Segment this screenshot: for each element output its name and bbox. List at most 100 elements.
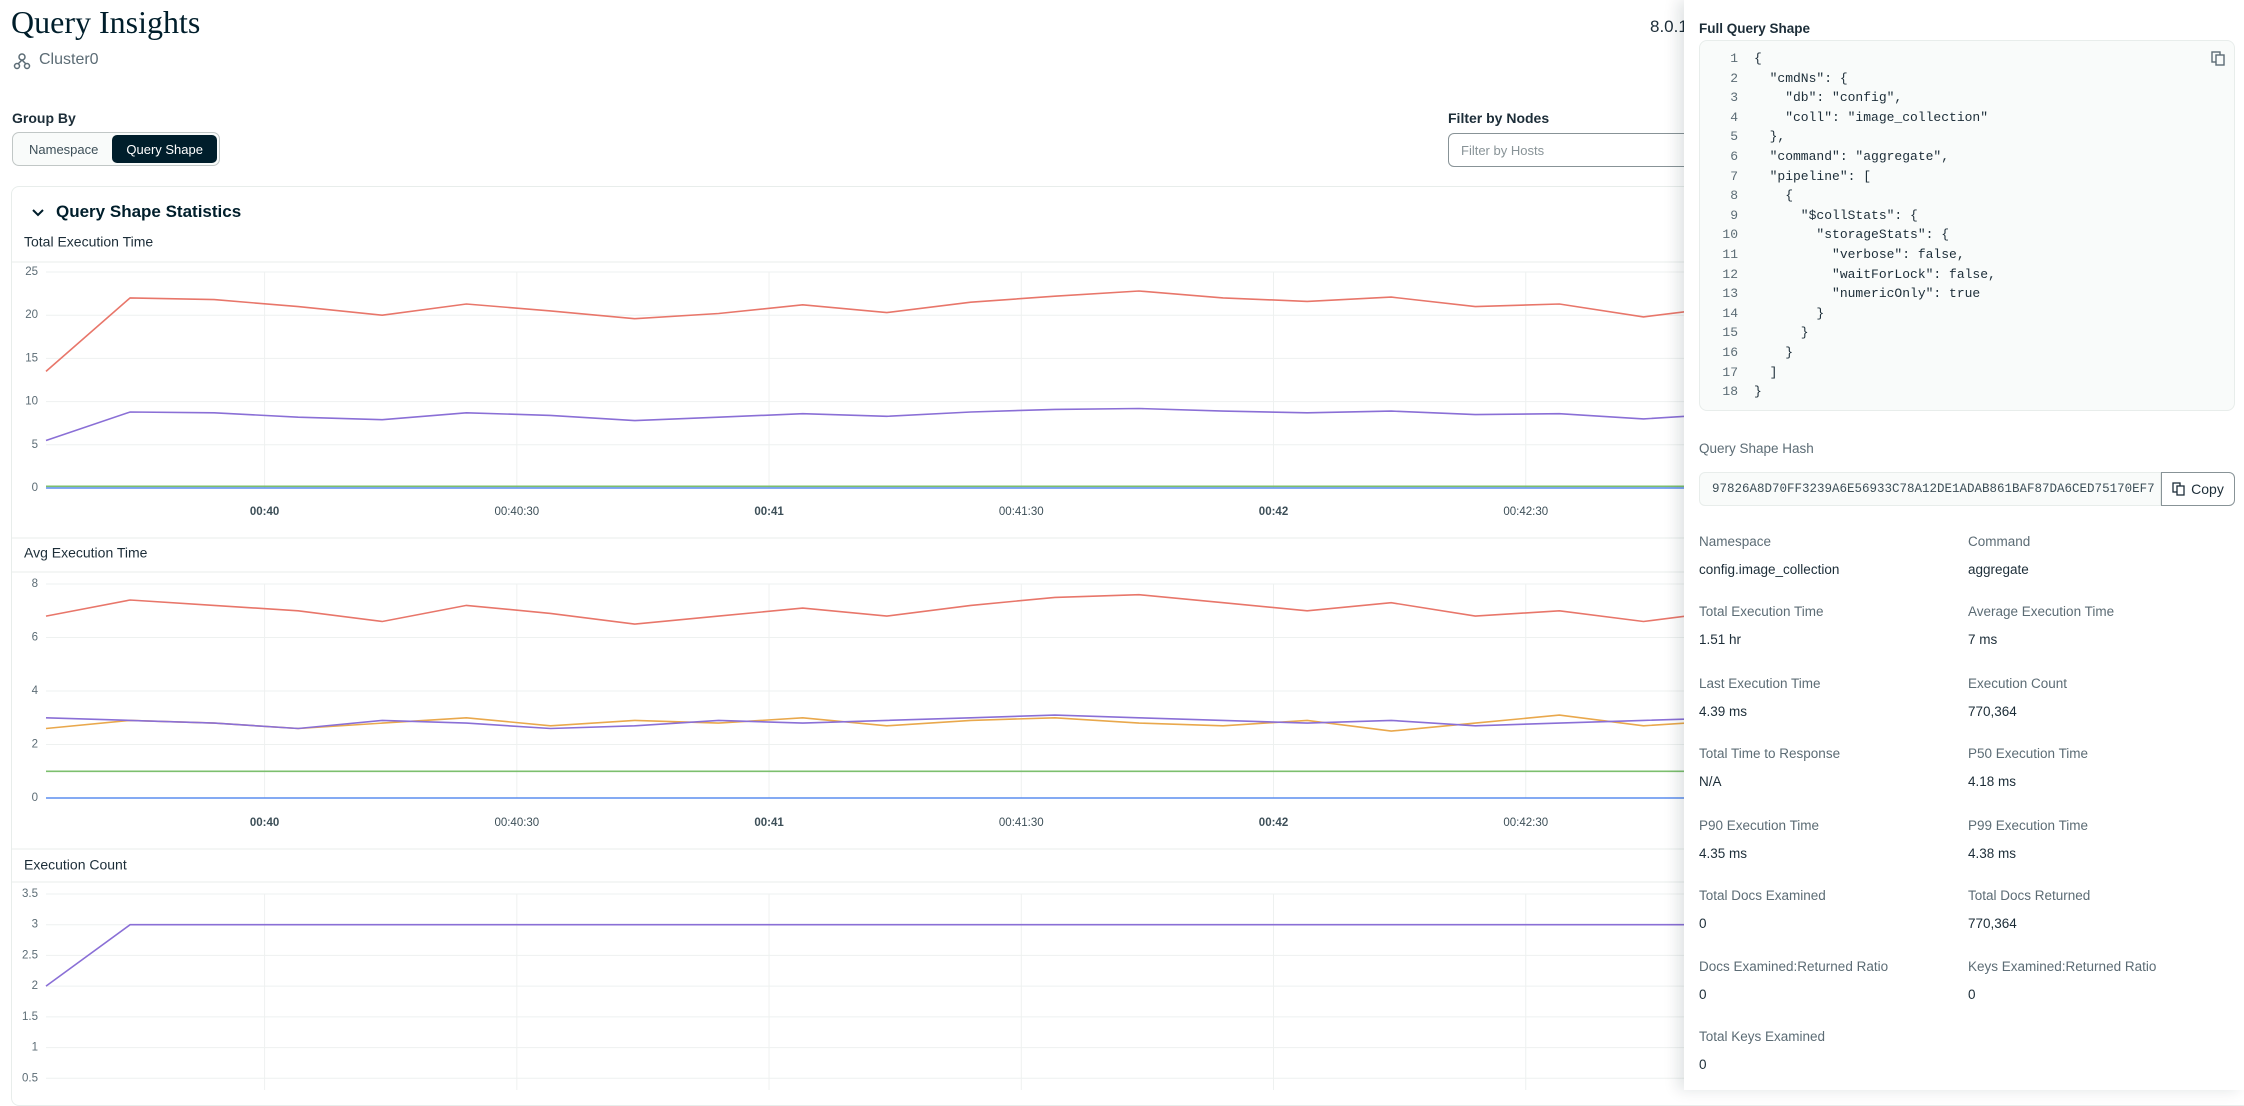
line-number: 15 [1722,325,1738,341]
line-number: 8 [1730,188,1738,204]
y-tick-label: 15 [25,352,38,364]
side-panel: Full Query Shape 1{2 "cmdNs": {3 "db": "… [1684,0,2244,1090]
y-tick-label: 1.5 [22,1011,38,1023]
x-tick-label: 00:41:30 [999,506,1044,518]
y-tick-label: 2 [32,739,38,751]
field-value: 0 [1699,987,1707,1002]
code-line: 15 } [1700,323,2234,343]
code-line: 12 "waitForLock": false, [1700,265,2234,285]
field-label: Total Docs Examined [1699,888,1826,903]
field-label: P90 Execution Time [1699,818,1820,833]
toggle-option[interactable]: Query Shape [112,135,217,163]
copy-code-icon[interactable] [2210,50,2226,66]
field-label: Total Docs Returned [1968,888,2091,903]
y-tick-label: 10 [25,396,38,408]
field-value: N/A [1699,774,1722,789]
x-tick-label: 00:42:30 [1503,817,1548,829]
field-label: Namespace [1699,534,1772,549]
line-number: 5 [1730,129,1738,145]
code-line: 18} [1700,382,2234,402]
code-text: "coll": "image_collection" [1754,109,1989,125]
y-tick-label: 3.5 [22,888,38,900]
y-tick-label: 25 [25,266,38,278]
code-line: 13 "numericOnly": true [1700,284,2234,304]
x-tick-label: 00:42 [1259,506,1288,518]
x-tick-label: 00:42:30 [1503,506,1548,518]
code-text: "db": "config", [1754,90,1903,106]
field-label: P99 Execution Time [1968,818,2089,833]
line-number: 6 [1730,148,1738,164]
code-line: 3 "db": "config", [1700,88,2234,108]
code-line: 10 "storageStats": { [1700,225,2234,245]
x-tick-label: 00:41 [754,506,784,518]
copy-button[interactable]: Copy [2161,472,2235,506]
field-value: 0 [1968,987,1976,1002]
field-value: 770,364 [1968,704,2017,719]
code-text: "cmdNs": { [1754,70,1848,86]
y-tick-label: 0 [32,792,38,804]
code-line: 11 "verbose": false, [1700,245,2234,265]
field-value: 4.35 ms [1699,846,1748,861]
code-line: 17 ] [1700,363,2234,383]
field-label: Docs Examined:Returned Ratio [1699,959,1889,974]
code-line: 6 "command": "aggregate", [1700,147,2234,167]
code-line: 8 { [1700,186,2234,206]
page-title: Query Insights [11,4,201,40]
code-line: 4 "coll": "image_collection" [1700,108,2234,128]
y-tick-label: 6 [32,632,38,644]
code-text: { [1754,188,1794,204]
y-tick-label: 4 [32,685,39,697]
field-value: 770,364 [1968,916,2017,931]
hash-value: 97826A8D70FF3239A6E56933C78A12DE1ADAB861… [1699,472,2161,506]
line-number: 12 [1722,266,1738,282]
y-tick-label: 2.5 [22,949,38,961]
x-tick-label: 00:41 [754,817,784,829]
code-text: } [1754,305,1825,321]
line-number: 7 [1730,168,1738,184]
field-label: Total Execution Time [1699,604,1824,619]
field-value: config.image_collection [1699,562,1840,577]
chart-title: Total Execution Time [24,234,153,250]
line-number: 11 [1722,246,1738,262]
code-line: 16 } [1700,343,2234,363]
cluster-icon [13,53,31,70]
x-tick-label: 00:40:30 [494,817,539,829]
chevron-icon[interactable] [30,205,46,221]
line-number: 3 [1730,90,1738,106]
cluster-name[interactable]: Cluster0 [39,51,99,68]
code-line: 7 "pipeline": [ [1700,167,2234,187]
field-label: Average Execution Time [1968,604,2115,619]
field-label: P50 Execution Time [1968,746,2089,761]
code-text: "storageStats": { [1754,227,1950,243]
y-tick-label: 2 [32,980,38,992]
y-tick-label: 8 [32,578,38,590]
code-text: }, [1754,129,1786,145]
code-block: 1{2 "cmdNs": {3 "db": "config", 4 "coll":… [1699,40,2235,411]
field-label: Total Keys Examined [1699,1029,1826,1044]
code-text: "numericOnly": true [1754,286,1981,302]
code-text: "waitForLock": false, [1754,266,1996,282]
x-tick-label: 00:40 [250,506,279,518]
filter-input[interactable]: Filter by Hosts [1448,133,1708,167]
x-tick-label: 00:40:30 [494,506,539,518]
code-text: ] [1754,364,1778,380]
line-number: 17 [1722,364,1738,380]
field-value: 0 [1699,1057,1707,1072]
field-label: Execution Count [1968,676,2068,691]
field-label: Total Time to Response [1699,746,1841,761]
code-text: } [1754,344,1794,360]
code-line: 5 }, [1700,127,2234,147]
x-tick-label: 00:41:30 [999,817,1044,829]
y-tick-label: 5 [32,439,38,451]
field-label: Last Execution Time [1699,676,1821,691]
code-text: "pipeline": [ [1754,168,1872,184]
line-number: 9 [1730,207,1738,223]
filter-label: Filter by Nodes [1448,110,1550,126]
version: 8.0.1 [1650,17,1688,36]
toggle-option[interactable]: Namespace [29,141,99,157]
section-title[interactable]: Query Shape Statistics [56,202,242,221]
x-tick-label: 00:42 [1259,817,1288,829]
group-by-toggle: Namespace Query Shape [12,132,220,166]
